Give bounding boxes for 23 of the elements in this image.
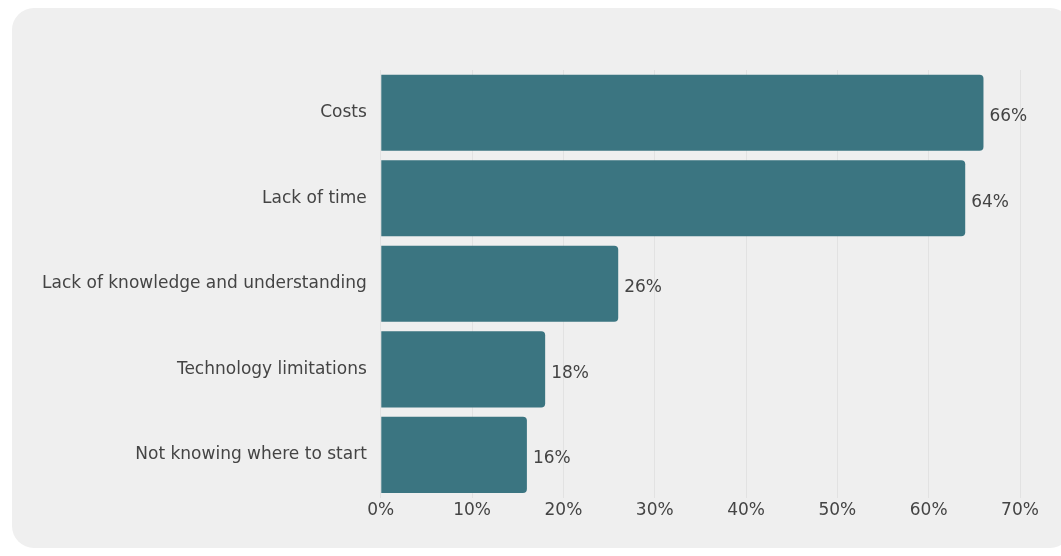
bar <box>381 160 966 237</box>
bar <box>381 416 527 493</box>
x-tick-label: 70% <box>1001 499 1039 520</box>
data-label: 66% <box>989 105 1028 126</box>
y-tick-label: Lack of time <box>262 186 367 207</box>
x-tick-label: 50% <box>818 499 857 520</box>
data-label: 64% <box>971 190 1010 211</box>
x-tick-label: 10% <box>453 499 492 520</box>
bar <box>381 331 546 408</box>
x-tick-label: 60% <box>909 499 948 520</box>
y-tick-label: Technology limitations <box>175 357 367 378</box>
x-tick-label: 40% <box>727 499 765 520</box>
x-tick-label: 20% <box>544 499 583 520</box>
y-tick-label: Lack of knowledge and understanding <box>42 272 367 293</box>
y-tick-label: Not knowing where to start <box>135 443 368 464</box>
x-tick-label: 0% <box>367 499 395 520</box>
data-label: 26% <box>624 276 663 297</box>
data-label: 16% <box>532 447 571 468</box>
bar <box>381 245 619 322</box>
x-tick-label: 30% <box>635 499 674 520</box>
data-label: 18% <box>551 361 589 382</box>
bar <box>381 74 984 151</box>
y-tick-label: Costs <box>320 101 367 122</box>
